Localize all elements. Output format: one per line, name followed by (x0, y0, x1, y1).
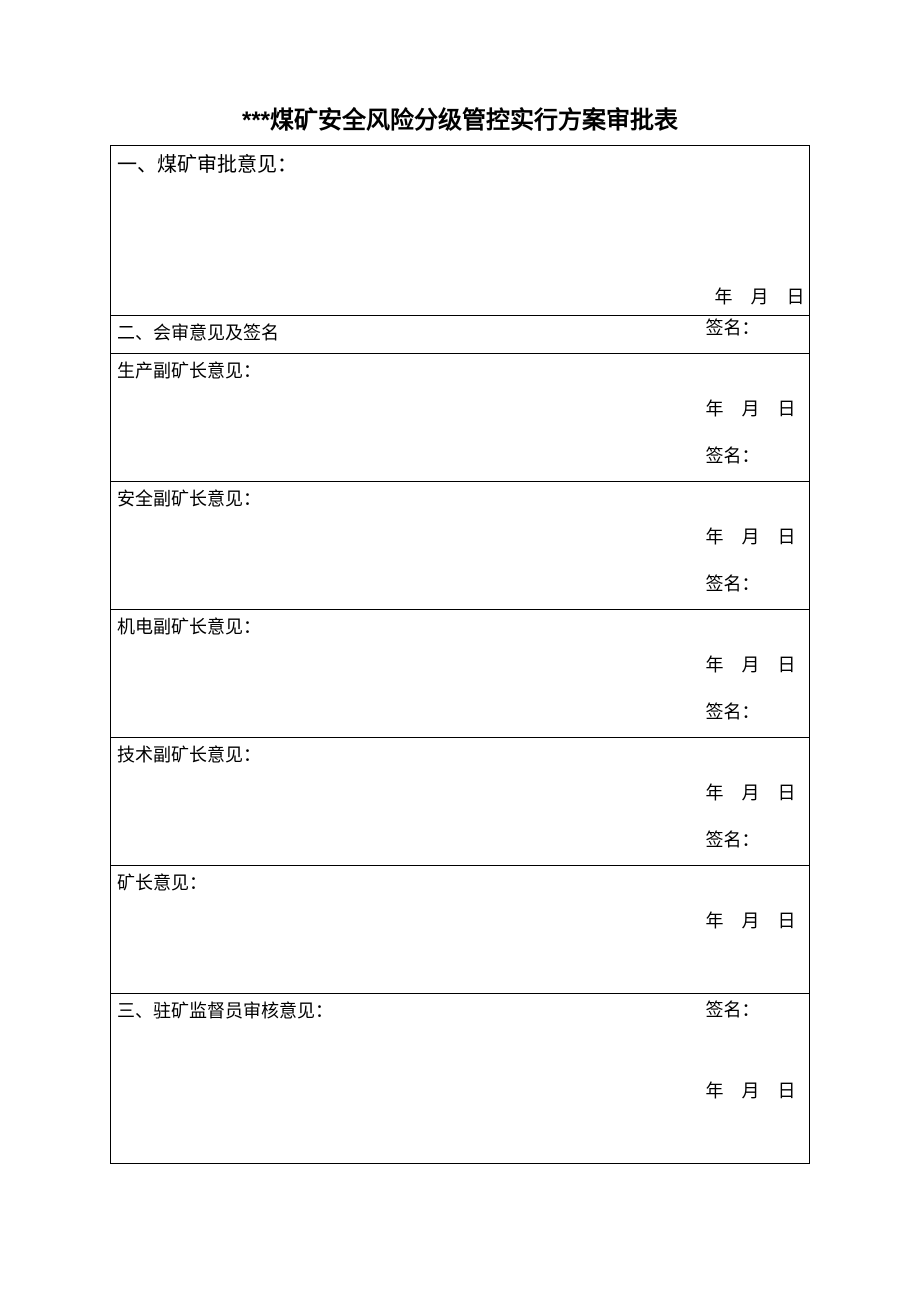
director-sign-line: 签名： (706, 827, 810, 854)
supervisor-sign-line: 签名： (706, 997, 810, 1024)
safety-deputy-label: 安全副矿长意见： (117, 489, 261, 509)
technical-deputy-label: 技术副矿长意见： (117, 745, 261, 765)
mechanical-deputy-label: 机电副矿长意见： (117, 617, 261, 637)
supervisor-label: 三、驻矿监督员审核意见： (117, 1001, 333, 1021)
production-deputy-label: 生产副矿长意见： (117, 361, 261, 381)
technical-sign-line: 签名： (706, 699, 810, 726)
production-sign-line: 签名： (706, 315, 810, 342)
section-three-cell: 三、驻矿监督员审核意见： 签名： 年 月 日 (111, 994, 810, 1164)
director-label: 矿长意见： (117, 873, 207, 893)
mechanical-sign-line: 签名： (706, 571, 810, 598)
supervisor-date-line: 年 月 日 (706, 1078, 810, 1105)
form-title: ***煤矿安全风险分级管控实行方案审批表 (110, 100, 810, 135)
director-date-line: 年 月 日 (706, 908, 810, 935)
approval-form-table: 一、煤矿审批意见： 年 月 日 二、会审意见及签名 生产副矿长意见： 签名： 年… (110, 145, 810, 1164)
section-one-label: 一、煤矿审批意见： (117, 154, 297, 176)
supervisor-sign-block: 签名： 年 月 日 (706, 943, 810, 1159)
safety-sign-line: 签名： (706, 443, 810, 470)
